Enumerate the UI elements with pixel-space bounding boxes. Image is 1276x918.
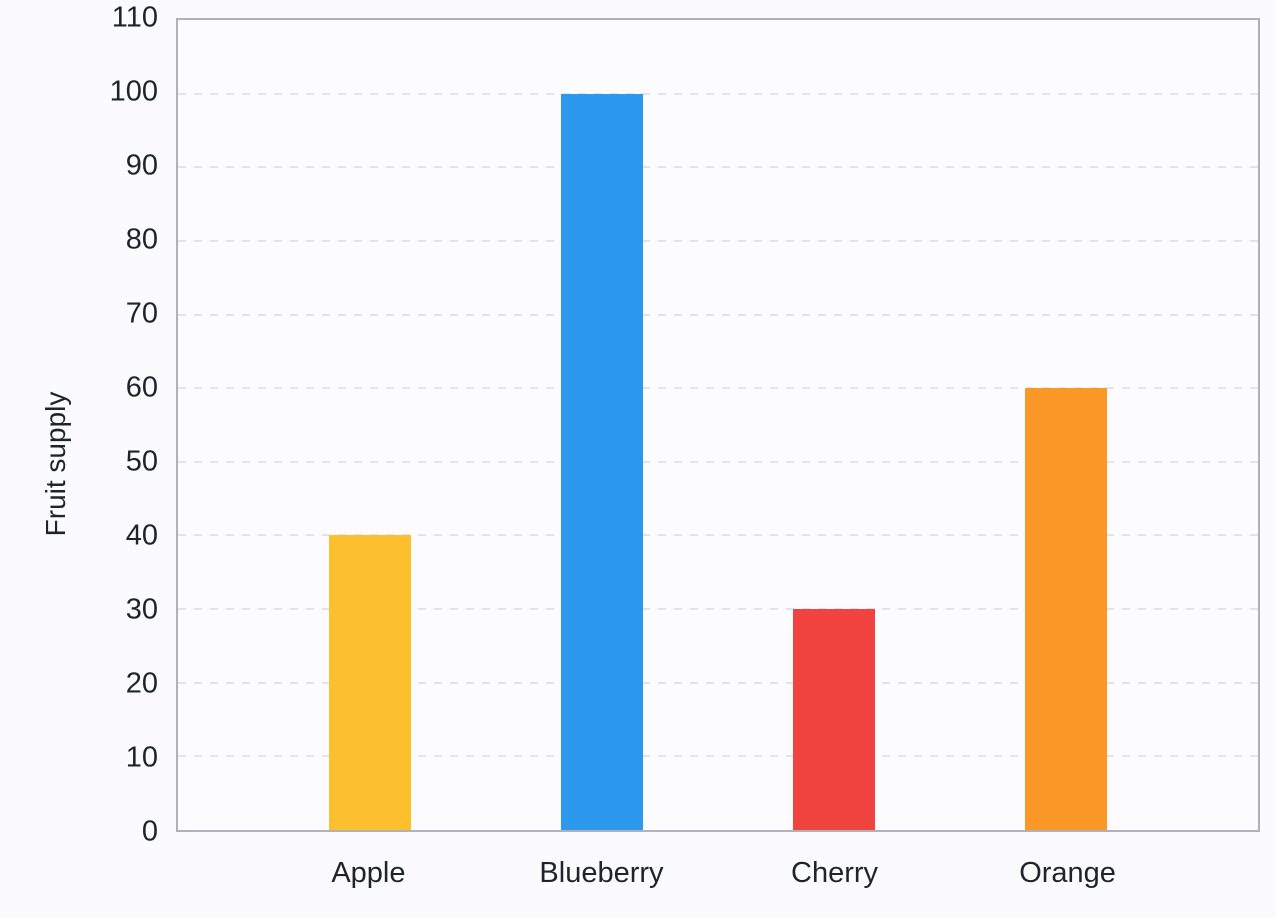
y-tick-label-90: 90 xyxy=(125,149,158,182)
y-tick-label-30: 30 xyxy=(125,593,158,626)
y-tick-label-10: 10 xyxy=(125,741,158,774)
y-tick-label-20: 20 xyxy=(125,667,158,700)
y-tick-label-40: 40 xyxy=(125,519,158,552)
gridline-60 xyxy=(178,387,1258,390)
bar-orange xyxy=(1025,388,1108,830)
y-tick-label-70: 70 xyxy=(125,297,158,330)
x-label-blueberry: Blueberry xyxy=(539,857,664,889)
x-label-cherry: Cherry xyxy=(791,857,879,889)
y-tick-label-0: 0 xyxy=(141,815,158,848)
gridline-30 xyxy=(178,608,1258,611)
gridline-90 xyxy=(178,166,1258,169)
bar-cherry xyxy=(793,609,876,830)
gridline-20 xyxy=(178,681,1258,684)
gridline-40 xyxy=(178,534,1258,537)
y-tick-label-60: 60 xyxy=(125,371,158,404)
y-tick-label-80: 80 xyxy=(125,223,158,256)
bar-blueberry xyxy=(560,93,643,830)
gridline-70 xyxy=(178,313,1258,316)
y-tick-label-100: 100 xyxy=(109,75,158,108)
gridline-50 xyxy=(178,460,1258,463)
x-label-apple: Apple xyxy=(331,857,406,889)
gridline-10 xyxy=(178,755,1258,758)
bar-apple xyxy=(328,535,411,830)
gridline-100 xyxy=(178,92,1258,95)
y-tick-label-50: 50 xyxy=(125,445,158,478)
x-label-orange: Orange xyxy=(1019,857,1116,889)
plot-area xyxy=(176,18,1260,832)
gridline-80 xyxy=(178,239,1258,242)
y-tick-label-110: 110 xyxy=(111,1,158,34)
x-axis-labels: Apple Blueberry Cherry Orange xyxy=(176,832,1260,912)
y-axis-tick-labels: 0 10 20 30 40 50 60 70 80 90 100 110 xyxy=(0,3,158,846)
